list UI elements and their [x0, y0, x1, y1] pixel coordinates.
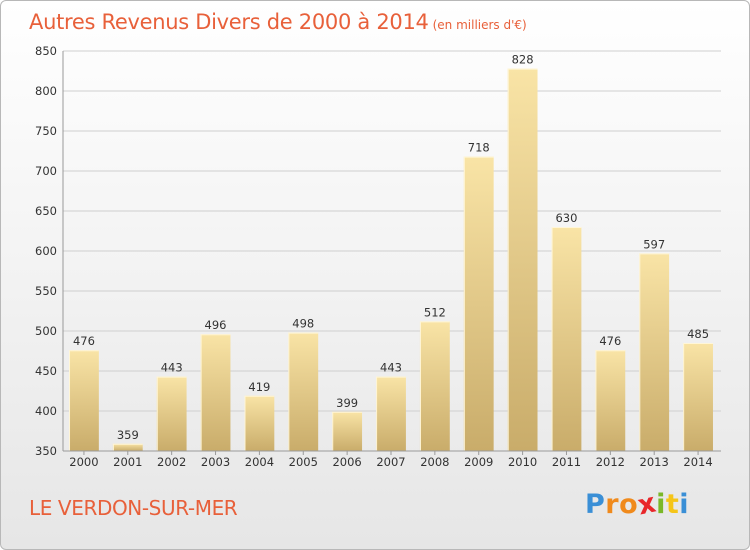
proxiti-logo: Proxiti	[585, 487, 690, 521]
bar-2005	[288, 332, 319, 451]
logo-letter: i	[656, 489, 666, 520]
chart-subtitle: (en milliers d'€)	[432, 18, 527, 32]
x-tick-label-2009: 2009	[464, 455, 493, 469]
logo-letter: r	[605, 489, 620, 520]
value-label-2005: 498	[292, 317, 314, 331]
value-label-2010: 828	[512, 53, 534, 67]
bar-2002	[156, 376, 187, 451]
y-tick-label: 500	[35, 324, 57, 338]
value-label-2000: 476	[73, 334, 95, 348]
bar-2004	[244, 395, 275, 451]
y-tick-label: 850	[35, 44, 57, 58]
logo-letter: o	[619, 489, 639, 520]
x-tick-label-2012: 2012	[596, 455, 625, 469]
y-tick-label: 600	[35, 244, 57, 258]
x-tick-label-2003: 2003	[201, 455, 230, 469]
value-label-2008: 512	[424, 305, 446, 319]
x-tick-label-2004: 2004	[245, 455, 274, 469]
bar-2007	[376, 376, 406, 451]
x-tick-label-2013: 2013	[640, 455, 669, 469]
value-label-2012: 476	[599, 334, 621, 348]
value-label-2003: 496	[205, 318, 227, 332]
x-tick-label-2011: 2011	[552, 455, 581, 469]
y-tick-label: 700	[35, 164, 57, 178]
logo-letter: P	[585, 489, 606, 520]
x-tick-label-2001: 2001	[113, 455, 142, 469]
value-label-2002: 443	[161, 361, 183, 375]
value-label-2009: 718	[468, 141, 490, 155]
x-tick-label-2010: 2010	[508, 455, 537, 469]
bar-2001	[112, 443, 143, 451]
x-tick-label-2014: 2014	[683, 455, 712, 469]
chart-title: Autres Revenus Divers de 2000 à 2014 (en …	[29, 10, 527, 34]
bar-2008	[419, 321, 450, 451]
bar-2012	[595, 350, 626, 451]
bar-2003	[200, 334, 231, 451]
value-label-2001: 359	[117, 428, 139, 442]
chart-title-main: Autres Revenus Divers de 2000 à 2014	[29, 10, 429, 34]
y-tick-label: 400	[35, 404, 57, 418]
x-tick-label-2005: 2005	[289, 455, 318, 469]
x-tick-label-2002: 2002	[157, 455, 186, 469]
y-tick-label: 800	[35, 84, 57, 98]
logo-letter: t	[665, 489, 680, 520]
bar-2010	[507, 68, 538, 451]
bar-2009	[463, 156, 494, 451]
value-label-2011: 630	[555, 211, 577, 225]
value-label-2007: 443	[380, 361, 402, 375]
x-tick-label-2000: 2000	[69, 455, 98, 469]
y-tick-label: 650	[35, 204, 57, 218]
bar-2013	[639, 253, 670, 451]
value-label-2013: 597	[643, 237, 665, 251]
y-tick-label: 750	[35, 124, 57, 138]
bar-2006	[332, 411, 363, 451]
value-label-2004: 419	[248, 380, 270, 394]
y-tick-label: 550	[35, 284, 57, 298]
bar-2000	[69, 350, 99, 451]
bar-2014	[683, 343, 713, 451]
x-tick-label-2008: 2008	[420, 455, 449, 469]
value-label-2006: 399	[336, 396, 358, 410]
location-label: LE VERDON-SUR-MER	[29, 496, 238, 520]
x-tick-label-2007: 2007	[376, 455, 405, 469]
y-tick-label: 350	[35, 444, 57, 458]
y-tick-label: 450	[35, 364, 57, 378]
x-tick-label-2006: 2006	[332, 455, 361, 469]
bar-2011	[551, 227, 582, 451]
logo-letter: i	[679, 489, 690, 520]
value-label-2014: 485	[687, 327, 709, 341]
